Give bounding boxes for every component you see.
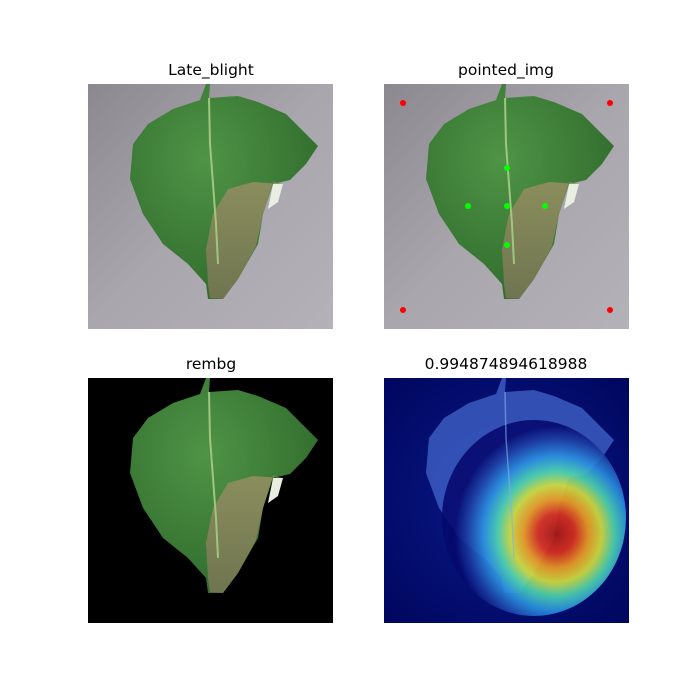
center-point-middle — [504, 203, 510, 209]
center-point-top — [504, 165, 510, 171]
corner-point-top-right — [607, 100, 613, 106]
center-point-bottom — [504, 242, 510, 248]
corner-point-bottom-right — [607, 307, 613, 313]
original-leaf-image — [88, 84, 333, 329]
corner-point-bottom-left — [400, 307, 406, 313]
panel-title-original: Late_blight — [168, 61, 254, 79]
gradcam-heatmap-image — [384, 378, 629, 623]
panel-title-score: 0.994874894618988 — [424, 355, 588, 373]
center-point-left — [465, 203, 471, 209]
panel-title-pointed: pointed_img — [458, 61, 554, 79]
panel-title-rembg: rembg — [185, 355, 237, 373]
center-point-right — [542, 203, 548, 209]
rembg-leaf-image — [88, 378, 333, 623]
corner-point-top-left — [400, 100, 406, 106]
pointed-leaf-image — [384, 84, 629, 329]
